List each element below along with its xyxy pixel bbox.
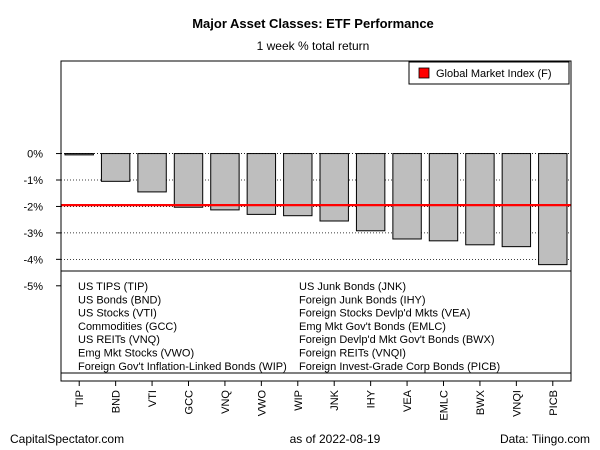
legend-entry: Foreign Gov't Inflation-Linked Bonds (WI…: [78, 361, 287, 373]
x-tick-label: VNQI: [511, 390, 523, 417]
x-tick-label: VWO: [256, 390, 268, 417]
y-tick-label: -1%: [23, 175, 43, 187]
bar-emlc: [428, 153, 459, 242]
legend-entry: US Bonds (BND): [78, 294, 161, 306]
bar-bnd: [100, 153, 131, 182]
x-tick-label: VTI: [147, 390, 159, 407]
top-legend-box: [408, 61, 570, 85]
x-tick-label: BWX: [475, 389, 487, 415]
legend-entry: US Junk Bonds (JNK): [299, 281, 406, 293]
plot-frame: [60, 60, 572, 382]
bars: [64, 153, 568, 266]
ticker-legend: US TIPS (TIP)US Bonds (BND) US Stocks (VT…: [60, 270, 572, 374]
x-tick-label: JNK: [329, 389, 341, 410]
legend-entry: Foreign REITs (VNQI): [299, 348, 406, 360]
x-axis-ticks: [78, 381, 554, 386]
y-tick-label: -3%: [23, 228, 43, 240]
y-axis-labels: 0% -1% -2% -3% -4% -5%: [23, 149, 43, 293]
legend-entry: Foreign Invest-Grade Corp Bonds (PICB): [299, 361, 500, 373]
y-tick-label: 0%: [27, 149, 43, 161]
legend-red-swatch: [418, 67, 430, 79]
bar-bwx: [465, 153, 495, 246]
bar-vnqi: [501, 153, 532, 248]
legend-entry: Foreign Devlp'd Mkt Gov't Bonds (BWX): [299, 334, 495, 346]
bar-gcc: [173, 153, 204, 208]
chart-subtitle: 1 week % total return: [257, 39, 370, 53]
y-tick-label: -4%: [23, 254, 43, 266]
x-axis-labels: TIP BND VTI GCC VNQ VWO WIP JNK IHY VEA EMLC BWX VNQ…: [74, 389, 560, 420]
legend-entry: US Stocks (VTI): [78, 308, 157, 320]
footer-data-source: Data: Tiingo.com: [500, 432, 590, 446]
y-tick-label: -5%: [23, 281, 43, 293]
x-tick-label: GCC: [184, 390, 196, 415]
x-tick-label: IHY: [366, 389, 378, 408]
bar-tip: [64, 153, 94, 156]
x-tick-label: VNQ: [220, 390, 232, 414]
legend-global-market-index: Global Market Index (F): [436, 68, 552, 80]
chart-title: Major Asset Classes: ETF Performance: [192, 16, 434, 31]
x-tick-label: EMLC: [439, 390, 451, 421]
legend-entry: US REITs (VNQ): [78, 334, 160, 346]
footer-date: as of 2022-08-19: [290, 432, 381, 446]
top-legend: Global Market Index (F): [408, 61, 570, 85]
bar-vnq: [210, 153, 240, 211]
legend-entry: Emg Mkt Stocks (VWO): [78, 348, 194, 360]
legend-entry: Commodities (GCC): [78, 321, 177, 333]
legend-entry: Foreign Junk Bonds (IHY): [299, 294, 426, 306]
bar-vea: [392, 153, 422, 240]
x-tick-label: PICB: [548, 390, 560, 416]
legend-entry: US TIPS (TIP): [78, 281, 148, 293]
x-tick-label: WIP: [293, 390, 305, 411]
x-tick-label: VEA: [402, 389, 414, 412]
bar-ihy: [355, 153, 386, 232]
y-tick-label: -2%: [23, 201, 43, 213]
ticker-legend-left-column: US TIPS (TIP)US Bonds (BND) US Stocks (VT…: [78, 281, 287, 373]
bar-picb: [538, 153, 568, 266]
footer-source-site: CapitalSpectator.com: [10, 432, 124, 446]
bar-wip: [283, 153, 313, 217]
legend-entry: Emg Mkt Gov't Bonds (EMLC): [299, 321, 446, 333]
ticker-legend-right-column: US Junk Bonds (JNK)Foreign Junk Bonds (I…: [299, 281, 500, 373]
legend-entry: Foreign Stocks Devlp'd Mkts (VEA): [299, 308, 470, 320]
bar-jnk: [319, 153, 349, 222]
bar-vti: [137, 153, 167, 193]
x-tick-label: BND: [111, 390, 123, 413]
y-axis-ticks: [56, 153, 61, 287]
x-tick-label: TIP: [74, 390, 86, 407]
